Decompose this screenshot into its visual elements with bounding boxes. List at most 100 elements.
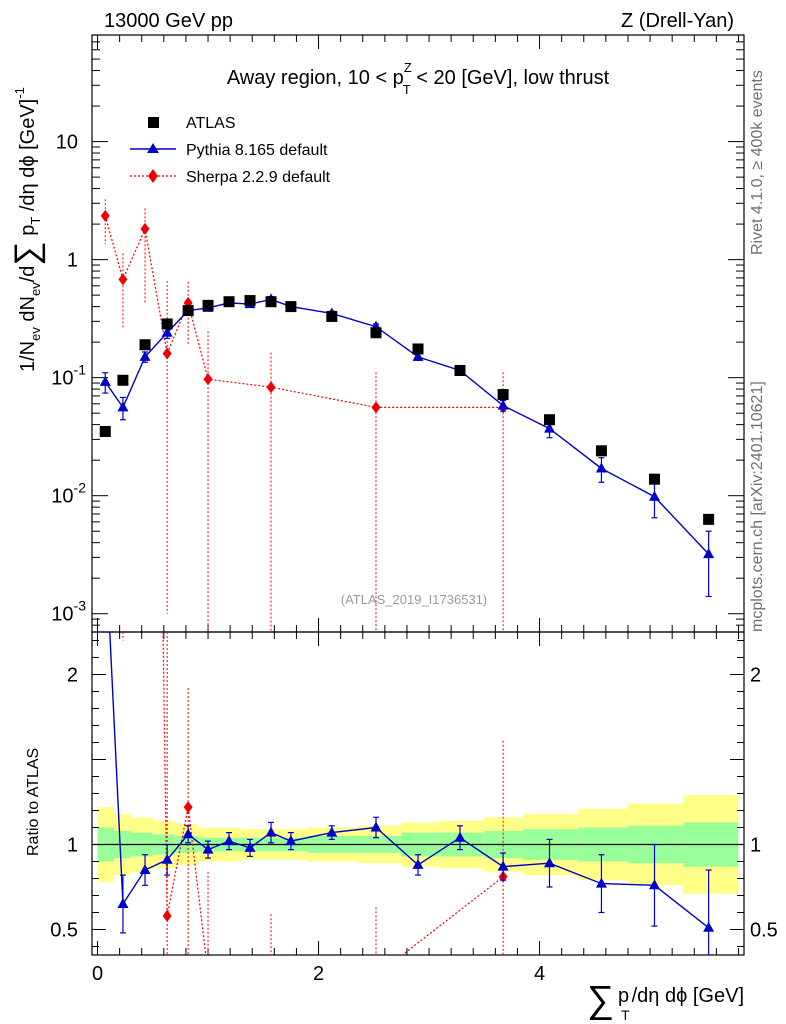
y-axis-label-ratio: Ratio to ATLAS	[25, 748, 42, 856]
mcplots-label: mcplots.cern.ch [arXiv:2401.10621]	[749, 381, 766, 632]
y-axis-label-top: 1/Nev dNev/d∑ pT /dη dϕ [GeV]-1	[8, 87, 46, 372]
pythia-ratio-point	[497, 860, 509, 871]
chart-title-sup: Z	[404, 60, 412, 75]
atlas-point	[244, 295, 256, 307]
sherpa-ratio-point	[162, 909, 172, 922]
y-tick-label-ratio-left: 2	[67, 665, 78, 687]
pythia-point	[161, 326, 173, 337]
sherpa-ratio-point	[183, 801, 193, 814]
pythia-point	[99, 375, 111, 386]
sherpa-line	[104, 215, 504, 408]
x-tick-label: 4	[534, 963, 545, 985]
header-left: 13000 GeV pp	[104, 10, 233, 32]
pythia-ratio-point	[544, 857, 556, 868]
ylabel-a-sub: ev	[28, 327, 43, 341]
atlas-point	[497, 388, 509, 400]
y-tick-label-top: 10	[56, 132, 78, 154]
pythia-point	[139, 350, 151, 361]
atlas-point	[223, 296, 235, 308]
legend-atlas-label: ATLAS	[186, 115, 236, 132]
ylabel-c: /d	[17, 266, 39, 283]
y-tick-label-ratio-right: 1	[750, 835, 761, 857]
y-tick-label-top: 10-3	[51, 598, 86, 626]
legend-pythia-label: Pythia 8.165 default	[186, 142, 328, 159]
sherpa-point	[266, 381, 276, 394]
pythia-ratio-point	[412, 858, 424, 869]
pythia-ratio-point	[244, 841, 256, 852]
pythia-ratio-point	[117, 898, 129, 908]
sherpa-point	[162, 347, 172, 360]
atlas-point	[648, 473, 660, 485]
y-tick-label-top: 10-2	[51, 480, 86, 508]
pythia-point	[412, 350, 424, 361]
x-tick-label: 0	[92, 963, 103, 985]
y-tick-label-ratio-left: 1	[67, 835, 78, 857]
chart-title-suffix: < 20 [GeV], low thrust	[411, 67, 610, 89]
x-tick-label: 2	[313, 963, 324, 985]
pythia-ratio-point	[595, 877, 607, 888]
chart-title: Away region, 10 < pZ T < 20 [GeV], low th…	[227, 60, 610, 97]
atlas-point	[326, 310, 338, 322]
atlas-point	[182, 305, 194, 317]
y-tick-label-ratio-right: 0.5	[750, 920, 778, 942]
pythia-ratio-point	[326, 826, 338, 837]
atlas-point	[703, 513, 715, 525]
atlas-point	[595, 445, 607, 457]
header-right: Z (Drell-Yan)	[621, 10, 734, 32]
ylabel-sum: ∑	[8, 241, 46, 265]
y-tick-label-top: 1	[67, 250, 78, 272]
legend-pythia-marker	[147, 143, 159, 153]
pythia-point	[648, 490, 660, 501]
y-tick-label-ratio-left: 0.5	[50, 920, 78, 942]
ylabel-d: p	[17, 225, 39, 242]
pythia-ratio-point	[370, 821, 382, 832]
atlas-point	[412, 343, 424, 355]
xlabel-sum: ∑	[587, 979, 614, 1021]
chart-title-sub: T	[403, 82, 411, 97]
sherpa-point	[118, 273, 128, 286]
xlabel-sub: T	[621, 1007, 630, 1023]
data-series	[99, 199, 715, 955]
sherpa-point	[203, 373, 213, 386]
atlas-point	[139, 339, 151, 351]
pythia-ratio-point	[703, 921, 715, 932]
sherpa-point	[140, 222, 150, 235]
pythia-ratio-point	[265, 826, 277, 837]
xlabel-p: p	[618, 985, 629, 1007]
sherpa-point	[371, 401, 381, 414]
legend-sherpa-marker	[148, 169, 158, 183]
pythia-ratio-point	[202, 843, 214, 854]
ylabel-d-sub: T	[28, 217, 43, 225]
pythia-point	[117, 401, 129, 412]
atlas-point	[161, 318, 173, 330]
legend-atlas-marker	[148, 117, 159, 128]
atlas-point	[265, 296, 277, 308]
legend-sherpa-label: Sherpa 2.2.9 default	[186, 169, 331, 186]
pythia-line	[104, 298, 710, 555]
y-tick-label-ratio-right: 2	[750, 665, 761, 687]
rivet-label: Rivet 4.1.0, ≥ 400k events	[749, 70, 766, 255]
pythia-ratio-point	[139, 864, 151, 874]
pythia-point	[595, 462, 607, 473]
legend: ATLAS Pythia 8.165 default Sherpa 2.2.9 …	[130, 115, 331, 186]
pythia-point	[703, 548, 715, 559]
chart-title-prefix: Away region, 10 < p	[227, 67, 404, 89]
pythia-point	[497, 399, 509, 410]
pythia-ratio-point	[182, 828, 194, 839]
ylabel-e: /dη dϕ [GeV]	[17, 99, 39, 217]
ylabel-a: 1/N	[17, 341, 39, 372]
x-axis-label: ∑ p T/dη dϕ [GeV]	[587, 979, 744, 1023]
xlabel-rest: /dη dϕ [GeV]	[632, 985, 744, 1007]
ylabel-e-sup: -1	[12, 87, 27, 99]
pythia-ratio-point	[648, 879, 660, 890]
atlas-point	[202, 299, 214, 311]
atlas-point	[285, 301, 297, 313]
ylabel-b: dN	[17, 296, 39, 327]
ylabel-b-sub: ev	[28, 282, 43, 296]
y-tick-label-top: 10-1	[51, 362, 86, 390]
axis-ticks: 0 2 4 10-3 10-2 10-1 1 10 0.5 0.5 1 1 2 2	[50, 34, 778, 985]
pythia-point	[544, 422, 556, 433]
atlas-point	[544, 414, 556, 426]
sherpa-point	[100, 209, 110, 222]
